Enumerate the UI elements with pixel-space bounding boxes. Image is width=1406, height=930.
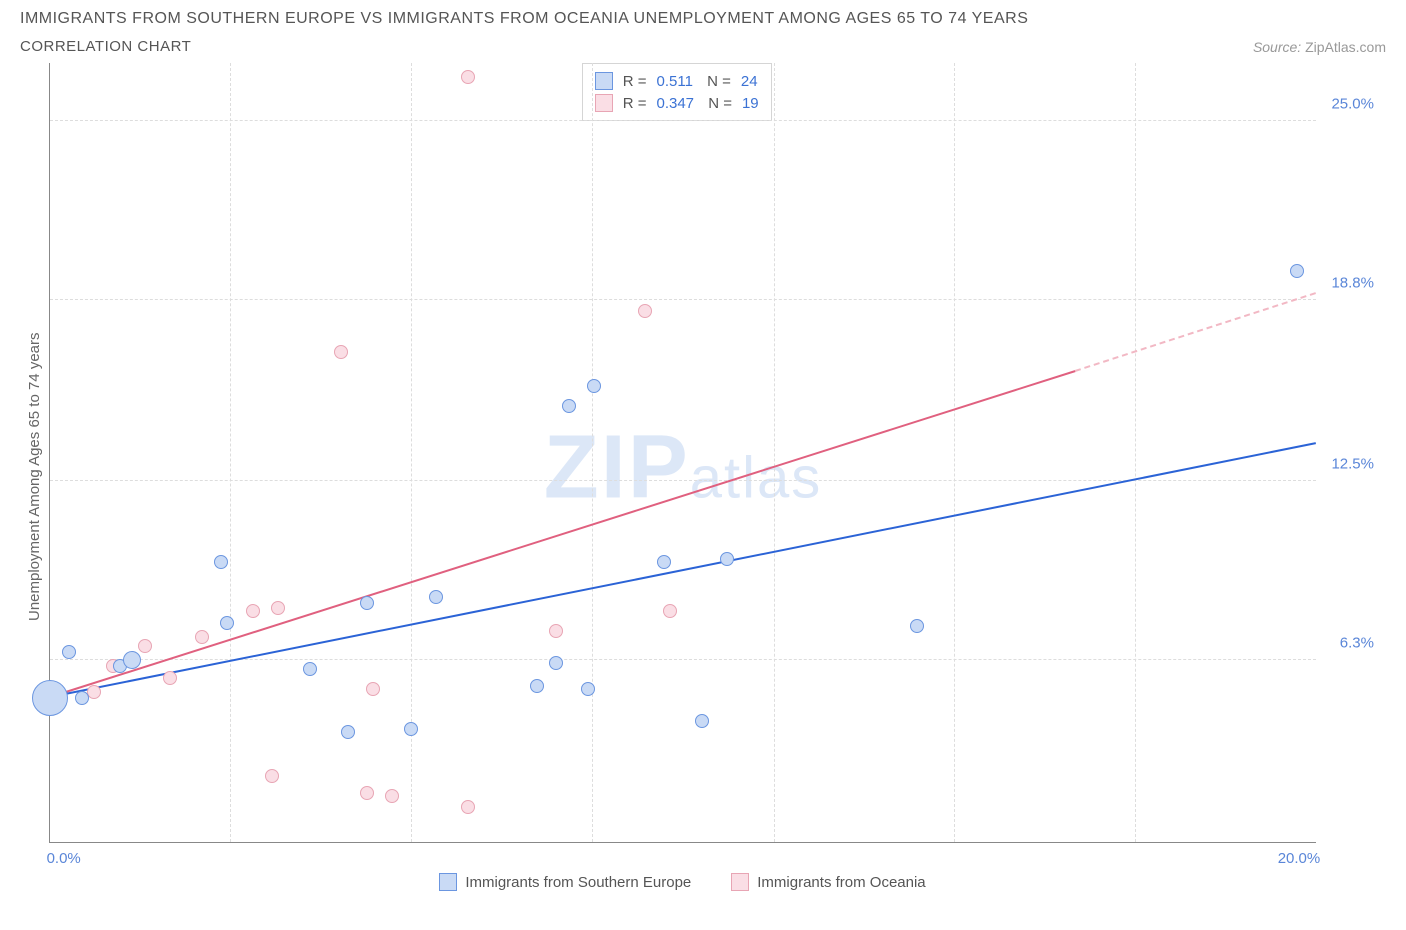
data-point-series2 [461,70,475,84]
gridline-h [50,120,1316,121]
chart-title: IMMIGRANTS FROM SOUTHERN EUROPE VS IMMIG… [20,10,1386,28]
stats-row-series2: R = 0.347 N = 19 [595,92,759,114]
trend-line [50,370,1076,698]
data-point-series2 [385,789,399,803]
data-point-series1 [75,691,89,705]
source-name: ZipAtlas.com [1305,39,1386,55]
chart-container: Unemployment Among Ages 65 to 74 years Z… [20,63,1386,891]
data-point-series1 [62,645,76,659]
trend-line [1075,292,1316,372]
stat-r-label: R = [623,73,647,90]
data-point-series1 [123,651,141,669]
gridline-v [230,63,231,842]
stat-r1-value: 0.511 [656,73,692,90]
x-tick-label: 20.0% [1278,850,1321,867]
stat-r-label: R = [623,95,647,112]
data-point-series2 [271,601,285,615]
data-point-series1 [587,379,601,393]
data-point-series2 [334,345,348,359]
data-point-series1 [303,662,317,676]
data-point-series1 [910,619,924,633]
chart-subtitle: CORRELATION CHART [20,38,191,55]
data-point-series1 [695,714,709,728]
swatch-series2 [595,94,613,112]
correlation-stats-box: R = 0.511 N = 24 R = 0.347 N = 19 [582,63,772,121]
data-point-series1 [530,679,544,693]
x-tick-label: 0.0% [47,850,81,867]
data-point-series2 [138,639,152,653]
data-point-series2 [663,604,677,618]
data-point-series2 [638,304,652,318]
data-point-series1 [220,616,234,630]
data-point-series1 [581,682,595,696]
source-attribution: Source: ZipAtlas.com [1253,39,1386,55]
legend-swatch-series1 [439,873,457,891]
data-point-series2 [366,682,380,696]
data-point-series1 [404,722,418,736]
gridline-v [592,63,593,842]
data-point-series2 [549,624,563,638]
data-point-series1 [429,590,443,604]
data-point-series2 [246,604,260,618]
data-point-series2 [265,769,279,783]
y-axis-label: Unemployment Among Ages 65 to 74 years [20,63,49,891]
data-point-series1 [1290,264,1304,278]
watermark-brand-1: ZIP [544,418,690,518]
data-point-series1 [360,596,374,610]
gridline-v [1135,63,1136,842]
data-point-series1 [562,399,576,413]
data-point-series1 [657,555,671,569]
y-tick-label: 25.0% [1331,95,1374,112]
y-tick-label: 18.8% [1331,274,1374,291]
gridline-v [774,63,775,842]
data-point-series2 [195,630,209,644]
gridline-h [50,299,1316,300]
data-point-series1 [214,555,228,569]
legend: Immigrants from Southern Europe Immigran… [49,873,1316,891]
legend-item-series1: Immigrants from Southern Europe [439,873,691,891]
data-point-series1 [720,552,734,566]
legend-item-series2: Immigrants from Oceania [731,873,925,891]
watermark: ZIPatlas [544,417,823,520]
stats-row-series1: R = 0.511 N = 24 [595,70,759,92]
subtitle-row: CORRELATION CHART Source: ZipAtlas.com [20,38,1386,55]
stat-n-label: N = [704,95,732,112]
data-point-series1 [341,725,355,739]
legend-swatch-series2 [731,873,749,891]
source-label: Source: [1253,39,1301,55]
swatch-series1 [595,72,613,90]
gridline-v [954,63,955,842]
stat-n2-value: 19 [742,95,759,112]
legend-label-series2: Immigrants from Oceania [757,874,925,891]
data-point-series1 [549,656,563,670]
stat-n1-value: 24 [741,73,758,90]
stat-n-label: N = [703,73,731,90]
y-tick-label: 6.3% [1340,635,1374,652]
data-point-series2 [87,685,101,699]
data-point-series2 [461,800,475,814]
y-tick-label: 12.5% [1331,456,1374,473]
stat-r2-value: 0.347 [656,95,694,112]
legend-label-series1: Immigrants from Southern Europe [465,874,691,891]
data-point-series1 [32,680,68,716]
plot-area: ZIPatlas R = 0.511 N = 24 R = 0.347 N = … [49,63,1316,843]
data-point-series2 [360,786,374,800]
data-point-series2 [163,671,177,685]
watermark-brand-2: atlas [690,446,823,511]
